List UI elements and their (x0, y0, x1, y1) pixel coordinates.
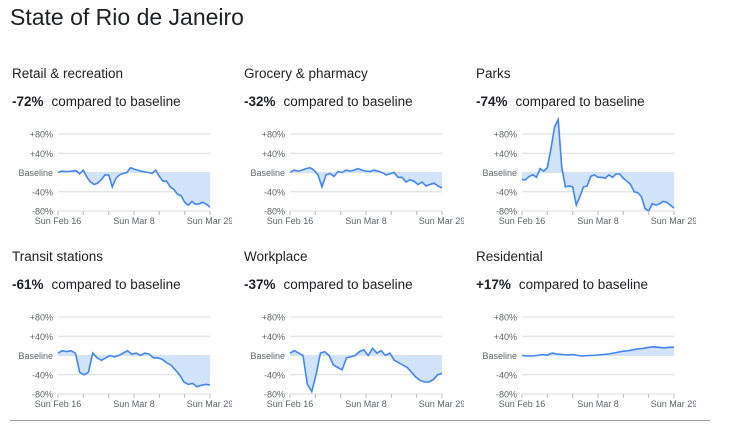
y-tick-label: +40% (262, 332, 285, 342)
chart-title: Workplace (244, 249, 308, 264)
chart-panel-workplace: Workplace -37% compared to baseline +80% +40… (232, 249, 464, 429)
y-tick-label: -40% (496, 370, 517, 380)
x-tick-label: Sun Mar 8 (345, 399, 387, 409)
x-tick-label: Sun Feb 16 (35, 399, 82, 409)
series-line (289, 166, 443, 190)
chart-title: Parks (476, 66, 511, 81)
series-line (521, 345, 674, 357)
change-value: +17% (476, 277, 511, 292)
chart-plot: +80% +40% Baseline -40% -80%Sun Feb 16 Sun Ma… (482, 313, 696, 410)
y-tick-label: -80% (32, 390, 53, 400)
y-tick-label: -80% (32, 207, 53, 217)
x-tick-label: Sun Feb 16 (267, 399, 314, 409)
change-label: compared to baseline (283, 94, 413, 109)
y-tick-label: -40% (496, 187, 517, 197)
change-summary: -72% compared to baseline (12, 94, 181, 109)
change-summary: -61% compared to baseline (12, 277, 181, 292)
series-line (57, 349, 211, 388)
chart-plot: +80% +40% Baseline -40% -80%Sun Feb 16 Sun Ma… (250, 130, 464, 227)
change-label: compared to baseline (518, 277, 648, 292)
x-tick-label: Sun Mar 29 (187, 216, 232, 226)
y-tick-label: +80% (494, 313, 517, 323)
y-tick-label: Baseline (18, 168, 53, 178)
x-tick-label: Sun Feb 16 (267, 216, 314, 226)
area-fill (522, 119, 674, 211)
y-tick-label: -80% (496, 207, 517, 217)
y-tick-label: +40% (494, 149, 517, 159)
area-fill (290, 167, 442, 188)
x-tick-label: Sun Mar 29 (187, 399, 232, 409)
series-line (289, 346, 443, 394)
area-fill (58, 350, 210, 387)
y-tick-label: -40% (32, 187, 53, 197)
chart-panel-residential: Residential +17% compared to baseline +80% +… (464, 249, 696, 429)
y-tick-label: +40% (30, 149, 53, 159)
x-tick-label: Sun Mar 8 (113, 399, 155, 409)
change-summary: -32% compared to baseline (244, 94, 413, 109)
y-tick-label: -80% (496, 390, 517, 400)
y-tick-label: -40% (264, 187, 285, 197)
y-tick-label: +80% (30, 130, 53, 140)
y-tick-label: -40% (264, 370, 285, 380)
chart-title: Residential (476, 249, 543, 264)
area-fill (522, 346, 674, 356)
x-tick-label: Sun Mar 29 (651, 399, 696, 409)
y-tick-label: +40% (30, 332, 53, 342)
chart-panel-parks: Parks -74% compared to baseline +80% +40% Bas… (464, 66, 696, 246)
y-tick-label: Baseline (482, 168, 517, 178)
chart-panel-grocery-pharmacy: Grocery & pharmacy -32% compared to baseli… (232, 66, 464, 246)
change-summary: -74% compared to baseline (476, 94, 645, 109)
chart-title: Grocery & pharmacy (244, 66, 368, 81)
change-label: compared to baseline (51, 94, 181, 109)
y-tick-label: Baseline (250, 351, 285, 361)
y-tick-label: +40% (494, 332, 517, 342)
change-value: -72% (12, 94, 44, 109)
x-tick-label: Sun Mar 8 (345, 216, 387, 226)
page-title: State of Rio de Janeiro (10, 4, 244, 30)
change-value: -37% (244, 277, 276, 292)
y-tick-label: Baseline (250, 168, 285, 178)
y-tick-label: +80% (262, 130, 285, 140)
x-tick-label: Sun Feb 16 (499, 399, 546, 409)
x-tick-label: Sun Mar 29 (419, 216, 464, 226)
x-tick-label: Sun Mar 29 (419, 399, 464, 409)
x-tick-label: Sun Mar 8 (113, 216, 155, 226)
y-tick-label: -40% (32, 370, 53, 380)
y-tick-label: +80% (30, 313, 53, 323)
y-tick-label: Baseline (18, 351, 53, 361)
series-line (57, 166, 211, 208)
change-value: -32% (244, 94, 276, 109)
chart-plot: +80% +40% Baseline -40% -80%Sun Feb 16 Sun Ma… (18, 313, 232, 410)
x-tick-label: Sun Mar 29 (651, 216, 696, 226)
y-tick-label: -80% (264, 390, 285, 400)
chart-panel-retail-recreation: Retail & recreation -72% compared to basel… (0, 66, 232, 246)
chart-panel-transit-stations: Transit stations -61% compared to baseline… (0, 249, 232, 429)
y-tick-label: Baseline (482, 351, 517, 361)
change-label: compared to baseline (51, 277, 181, 292)
chart-plot: +80% +40% Baseline -40% -80%Sun Feb 16 Sun Ma… (482, 116, 696, 226)
chart-title: Retail & recreation (12, 66, 124, 81)
area-fill (58, 167, 210, 208)
chart-title: Transit stations (12, 249, 104, 264)
x-tick-label: Sun Mar 8 (577, 216, 619, 226)
change-value: -74% (476, 94, 508, 109)
y-tick-label: -80% (264, 207, 285, 217)
divider (10, 420, 710, 421)
x-tick-label: Sun Feb 16 (35, 216, 82, 226)
y-tick-label: +80% (262, 313, 285, 323)
change-label: compared to baseline (283, 277, 413, 292)
area-fill (290, 348, 442, 392)
x-tick-label: Sun Mar 8 (577, 399, 619, 409)
y-tick-label: +80% (494, 130, 517, 140)
x-tick-label: Sun Feb 16 (499, 216, 546, 226)
chart-plot: +80% +40% Baseline -40% -80%Sun Feb 16 Sun Ma… (250, 313, 464, 410)
change-summary: +17% compared to baseline (476, 277, 648, 292)
change-label: compared to baseline (515, 94, 645, 109)
chart-plot: +80% +40% Baseline -40% -80%Sun Feb 16 Sun Ma… (18, 130, 232, 227)
change-summary: -37% compared to baseline (244, 277, 413, 292)
y-tick-label: +40% (262, 149, 285, 159)
change-value: -61% (12, 277, 44, 292)
